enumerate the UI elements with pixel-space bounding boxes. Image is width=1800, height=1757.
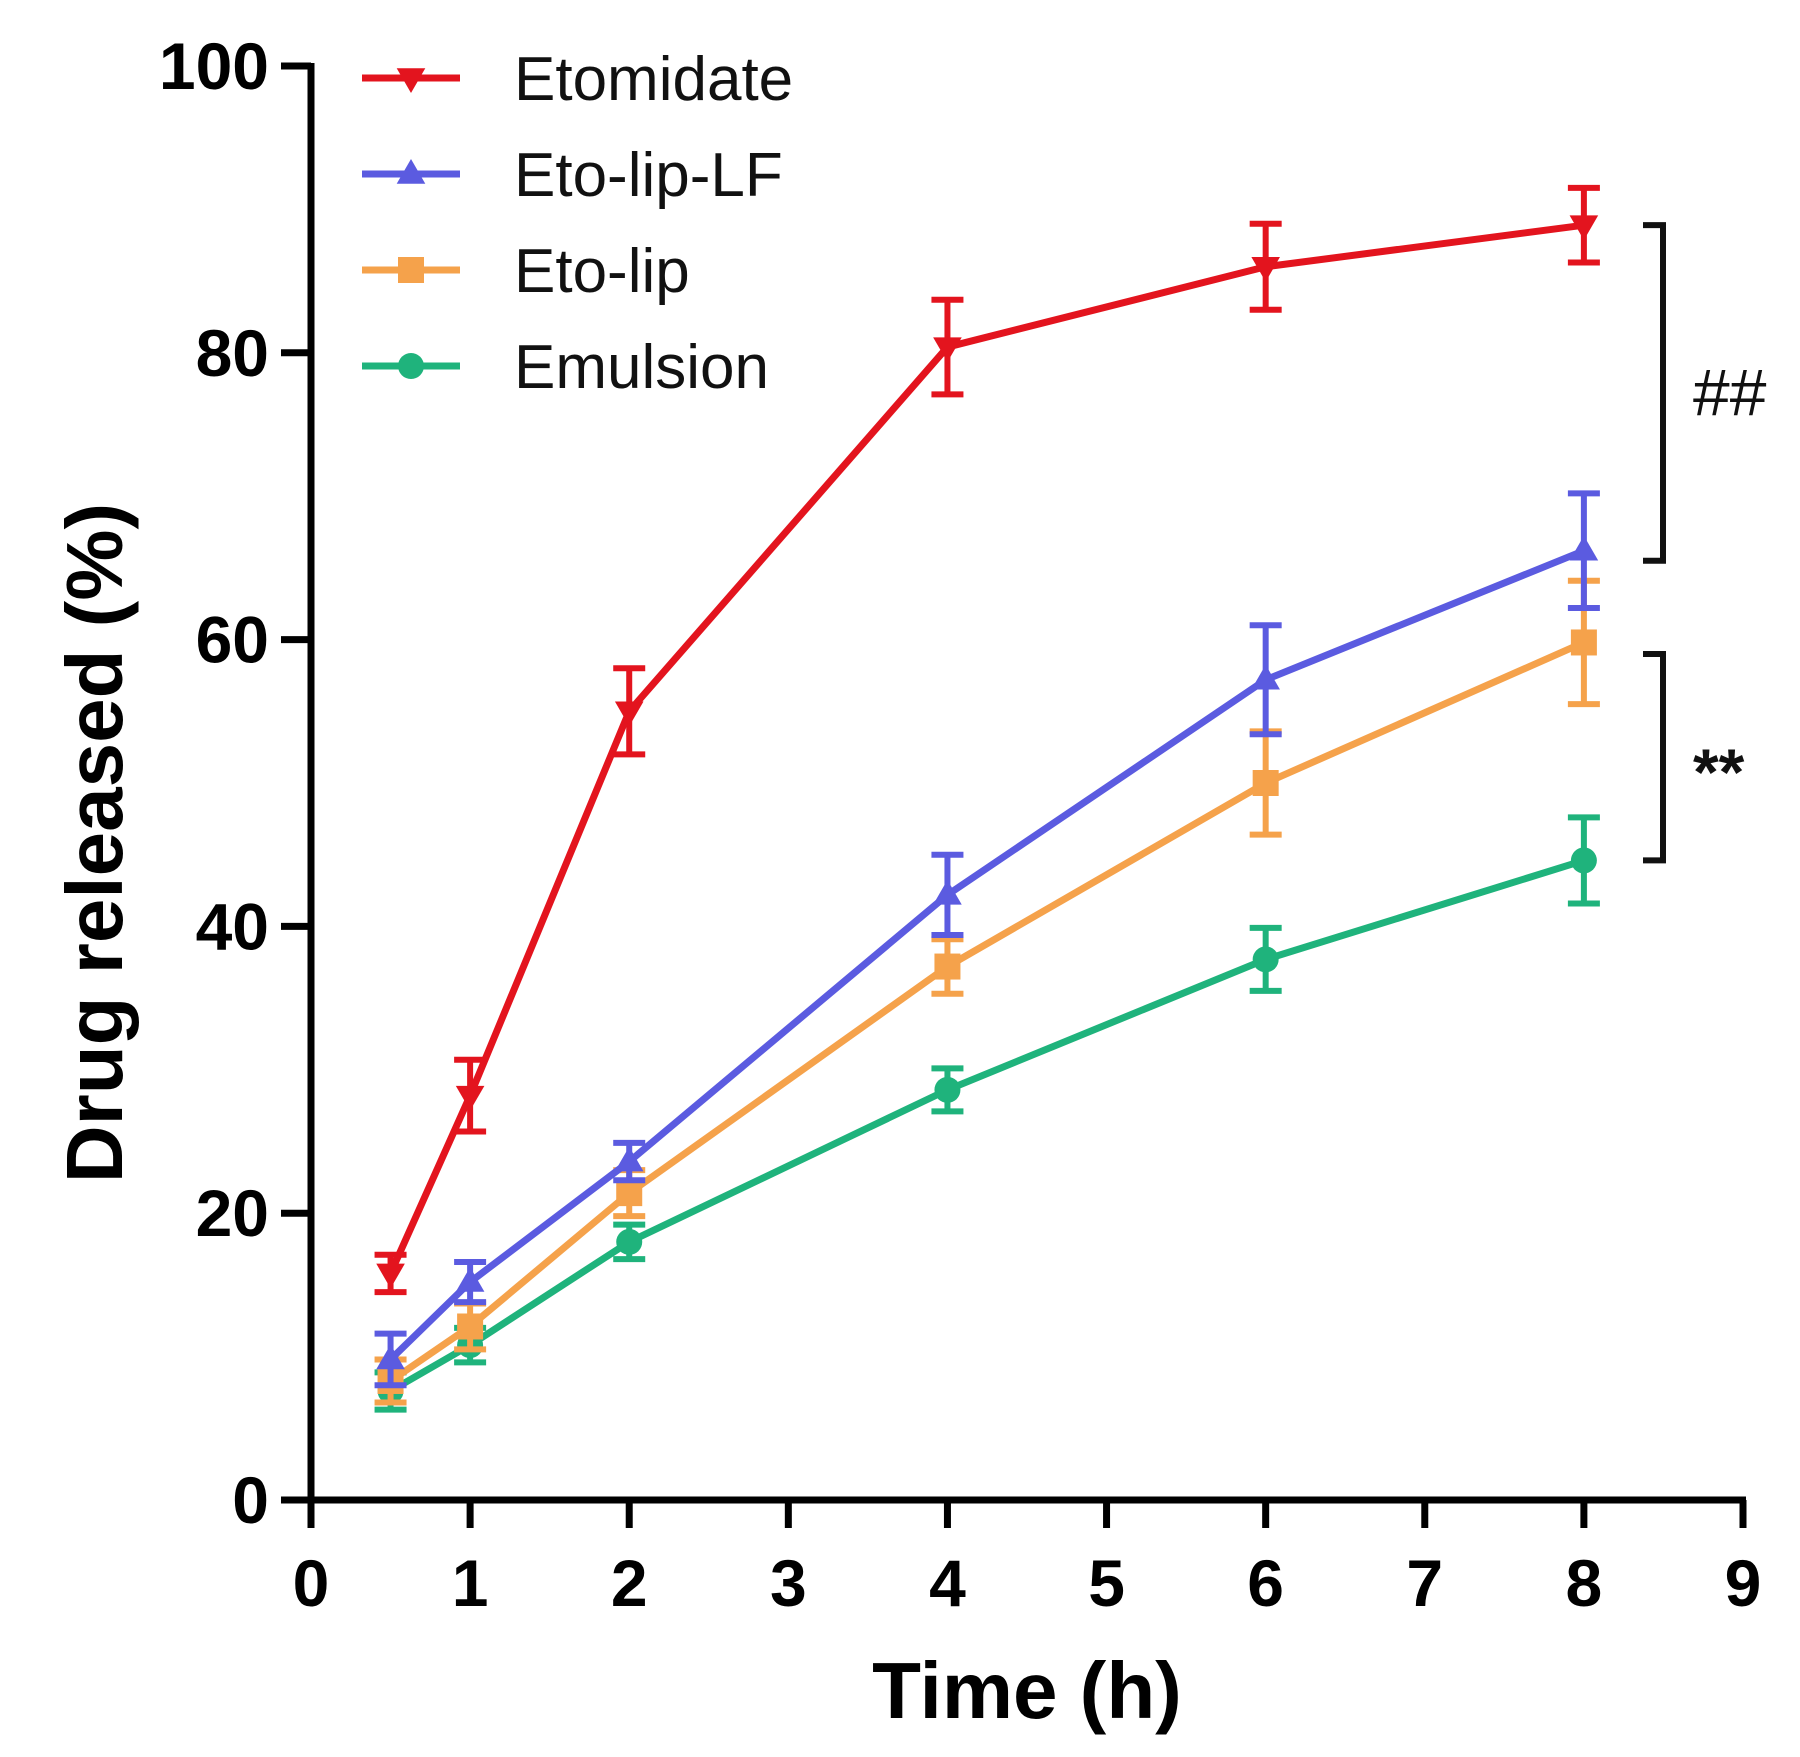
legend-marker: [396, 159, 426, 184]
y-tick-label: 80: [196, 316, 269, 390]
x-tick-label: 8: [1566, 1546, 1603, 1620]
x-axis-title: Time (h): [872, 1646, 1182, 1735]
series-emulsion: [374, 814, 1600, 1413]
legend-item: Emulsion: [362, 333, 769, 402]
legend-marker: [398, 257, 424, 283]
data-point: [616, 1180, 643, 1207]
x-tick-label: 6: [1247, 1546, 1284, 1620]
x-tick-label: 5: [1088, 1546, 1125, 1620]
x-tick-label: 9: [1725, 1546, 1762, 1620]
series-line: [388, 857, 1585, 1395]
series-line: [387, 221, 1585, 1275]
significance-annotations: ## **: [1643, 222, 1767, 864]
data-point: [933, 337, 962, 363]
y-tick-label: 60: [196, 603, 269, 677]
significance-bracket: ##: [1643, 222, 1767, 564]
data-point: [934, 953, 961, 980]
legend-label: Eto-lip: [514, 237, 690, 306]
x-tick-label: 1: [452, 1546, 489, 1620]
y-ticks: 0 20 40 60 80 100: [159, 29, 311, 1537]
data-point: [457, 1313, 484, 1340]
data-point: [933, 879, 962, 905]
legend-item: Eto-lip: [362, 237, 690, 306]
significance-label: **: [1693, 735, 1745, 809]
legend-item: Etomidate: [362, 45, 793, 114]
data-point: [1569, 215, 1599, 241]
y-tick-label: 40: [196, 889, 269, 963]
data-point: [616, 1228, 643, 1255]
legend: Etomidate Eto-lip-LF Eto-lip Emulsion: [362, 45, 793, 402]
data-point: [1252, 946, 1279, 973]
legend-item: Eto-lip-LF: [362, 141, 783, 210]
x-tick-label: 3: [770, 1546, 807, 1620]
series-layer: [374, 184, 1600, 1413]
series-eto-lip: [374, 577, 1600, 1406]
series-line: [388, 547, 1586, 1362]
data-point: [614, 1146, 644, 1172]
data-point: [376, 1344, 405, 1370]
data-point: [1569, 535, 1599, 561]
series-eto-lip-lf: [374, 490, 1600, 1389]
data-point: [1570, 629, 1597, 656]
legend-marker: [398, 353, 424, 379]
data-point: [376, 1263, 405, 1289]
data-point: [455, 1085, 485, 1111]
data-point: [1252, 770, 1279, 796]
data-point: [1570, 847, 1597, 874]
data-point: [455, 1267, 485, 1292]
significance-bracket: **: [1643, 650, 1745, 864]
data-point: [614, 701, 644, 727]
y-tick-label: 0: [232, 1463, 269, 1537]
legend-label: Etomidate: [514, 45, 793, 114]
data-point: [934, 1076, 961, 1103]
x-tick-label: 4: [929, 1546, 966, 1620]
y-tick-label: 100: [159, 29, 269, 103]
legend-marker: [396, 68, 426, 93]
y-tick-label: 20: [196, 1176, 269, 1250]
series-etomidate: [374, 184, 1600, 1296]
x-ticks: 0 1 2 3 4 5 6 7 8 9: [293, 1500, 1762, 1620]
x-tick-label: 7: [1406, 1546, 1443, 1620]
legend-label: Emulsion: [514, 333, 769, 402]
x-tick-label: 2: [611, 1546, 648, 1620]
series-line: [388, 639, 1586, 1384]
axes: [307, 63, 1746, 1504]
x-tick-label: 0: [293, 1546, 330, 1620]
y-axis-title: Drug released (%): [50, 503, 139, 1183]
legend-label: Eto-lip-LF: [514, 141, 783, 210]
data-point: [1251, 664, 1280, 690]
data-point: [1251, 257, 1280, 282]
significance-label: ##: [1693, 355, 1767, 429]
